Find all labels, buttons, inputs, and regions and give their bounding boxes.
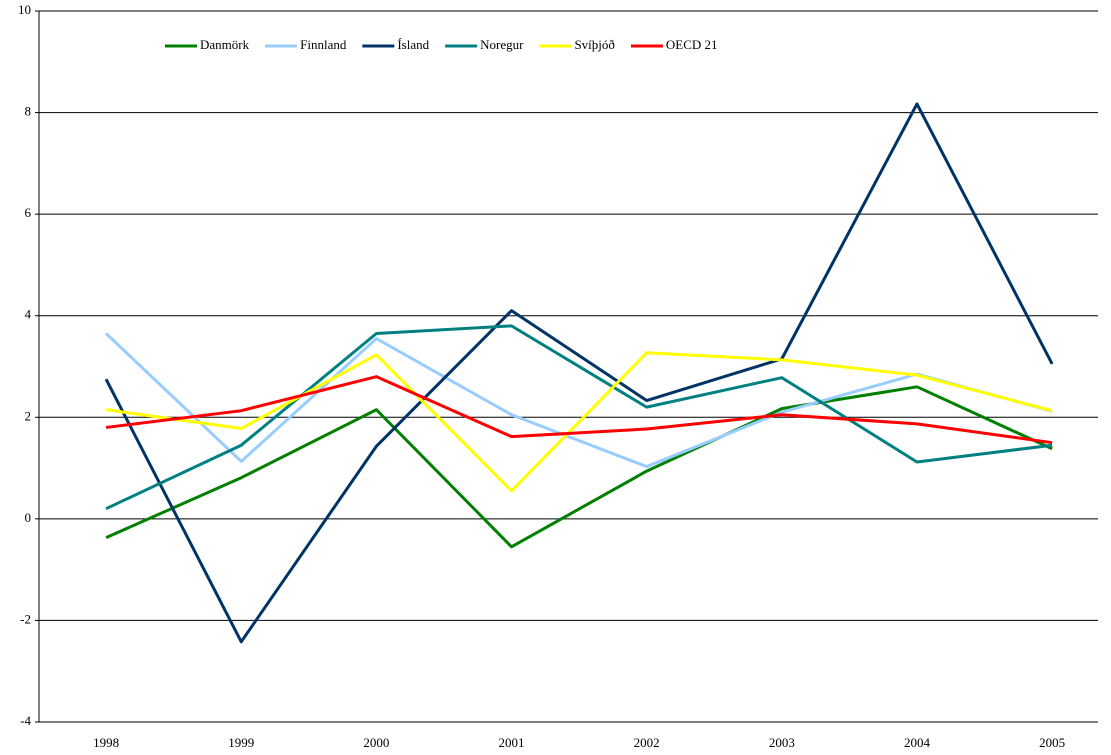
x-tick-label: 1998	[93, 735, 119, 750]
series-line	[105, 332, 1053, 469]
y-tick-label: -4	[20, 713, 31, 728]
series-line	[105, 375, 1053, 445]
series-line	[104, 102, 1054, 644]
legend-label: Noregur	[480, 37, 524, 52]
x-tick-label: 2000	[363, 735, 389, 750]
x-tick-label: 2002	[634, 735, 660, 750]
x-tick-label: 2003	[769, 735, 795, 750]
legend-label: Ísland	[397, 37, 429, 52]
y-tick-label: 4	[25, 307, 32, 322]
y-tick-label: -2	[20, 611, 31, 626]
y-tick-label: 0	[25, 510, 32, 525]
y-tick-label: 10	[18, 2, 31, 17]
x-tick-label: 2005	[1039, 735, 1065, 750]
x-tick-label: 1999	[228, 735, 254, 750]
legend-label: Svíþjóð	[574, 37, 614, 52]
series-line	[105, 324, 1053, 511]
series-line	[105, 385, 1053, 549]
y-tick-label: 8	[25, 104, 32, 119]
x-tick-label: 2004	[904, 735, 931, 750]
y-tick-label: 6	[25, 205, 32, 220]
x-tick-label: 2001	[499, 735, 525, 750]
series-line	[105, 351, 1053, 493]
legend-label: OECD 21	[666, 37, 718, 52]
legend-label: Danmörk	[200, 37, 250, 52]
legend-label: Finnland	[300, 37, 347, 52]
y-tick-label: 2	[25, 408, 32, 423]
